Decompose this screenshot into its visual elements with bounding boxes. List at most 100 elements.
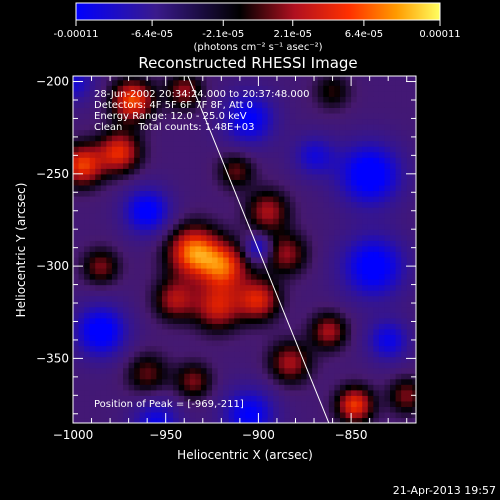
heatmap-cell bbox=[145, 179, 152, 186]
heatmap-cell bbox=[367, 229, 374, 236]
heatmap-cell bbox=[156, 76, 163, 81]
heatmap-cell bbox=[245, 345, 252, 352]
heatmap-cell bbox=[373, 90, 380, 97]
heatmap-cell bbox=[228, 212, 235, 219]
heatmap-cell bbox=[223, 201, 230, 208]
heatmap-cell bbox=[245, 173, 252, 180]
heatmap-cell bbox=[378, 251, 386, 258]
heatmap-cell bbox=[306, 367, 313, 374]
heatmap-cell bbox=[178, 240, 185, 247]
heatmap-cell bbox=[128, 345, 135, 352]
heatmap-cell bbox=[184, 79, 191, 86]
heatmap-cell bbox=[156, 184, 163, 192]
heatmap-cell bbox=[167, 317, 174, 324]
heatmap-cell bbox=[212, 295, 219, 302]
heatmap-cell bbox=[206, 195, 213, 203]
heatmap-cell bbox=[161, 273, 169, 280]
heatmap-cell bbox=[278, 195, 285, 203]
heatmap-cell bbox=[217, 284, 224, 291]
heatmap-cell bbox=[178, 378, 185, 385]
heatmap-cell bbox=[262, 251, 269, 258]
heatmap-cell bbox=[278, 173, 285, 180]
heatmap-cell bbox=[262, 184, 269, 192]
heatmap-cell bbox=[223, 406, 230, 413]
heatmap-cell bbox=[161, 184, 169, 192]
heatmap-cell bbox=[189, 218, 196, 225]
heatmap-cell bbox=[117, 328, 124, 336]
heatmap-cell bbox=[250, 162, 258, 169]
heatmap-cell bbox=[78, 135, 85, 142]
heatmap-cell bbox=[312, 378, 319, 385]
heatmap-cell bbox=[401, 245, 408, 252]
heatmap-cell bbox=[139, 273, 146, 280]
heatmap-cell bbox=[323, 140, 330, 147]
heatmap-cell bbox=[339, 334, 347, 341]
heatmap-cell bbox=[412, 157, 416, 164]
heatmap-cell bbox=[367, 223, 374, 230]
heatmap-cell bbox=[239, 334, 247, 341]
heatmap-cell bbox=[189, 406, 196, 413]
heatmap-cell bbox=[212, 96, 219, 103]
heatmap-cell bbox=[339, 373, 347, 380]
heatmap-cell bbox=[100, 151, 107, 158]
heatmap-cell bbox=[223, 356, 230, 363]
heatmap-cell bbox=[312, 406, 319, 413]
heatmap-cell bbox=[384, 317, 391, 324]
heatmap-cell bbox=[195, 184, 202, 192]
heatmap-cell bbox=[339, 151, 347, 158]
heatmap-cell bbox=[239, 212, 247, 219]
heatmap-cell bbox=[301, 328, 308, 336]
heatmap-cell bbox=[267, 317, 274, 324]
heatmap-cell bbox=[167, 400, 174, 407]
heatmap-cell bbox=[256, 306, 263, 313]
heatmap-cell bbox=[117, 168, 124, 175]
heatmap-cell bbox=[178, 135, 185, 142]
heatmap-cell bbox=[345, 301, 352, 308]
heatmap-cell bbox=[161, 328, 169, 336]
heatmap-cell bbox=[161, 290, 169, 297]
heatmap-cell bbox=[117, 101, 124, 108]
heatmap-cell bbox=[289, 395, 297, 402]
heatmap-cell bbox=[401, 367, 408, 374]
heatmap-cell bbox=[334, 79, 341, 86]
heatmap-cell bbox=[284, 312, 291, 319]
heatmap-cell bbox=[78, 207, 85, 214]
heatmap-cell bbox=[128, 184, 135, 192]
heatmap-cell bbox=[267, 151, 274, 158]
heatmap-cell bbox=[73, 151, 80, 158]
heatmap-cell bbox=[106, 240, 113, 247]
heatmap-cell bbox=[95, 317, 102, 324]
heatmap-cell bbox=[73, 123, 80, 131]
heatmap-cell bbox=[312, 362, 319, 369]
heatmap-cell bbox=[295, 195, 302, 203]
heatmap-cell bbox=[390, 245, 397, 252]
heatmap-cell bbox=[139, 129, 146, 136]
heatmap-cell bbox=[89, 417, 96, 423]
heatmap-cell bbox=[312, 251, 319, 258]
heatmap-cell bbox=[106, 207, 113, 214]
heatmap-cell bbox=[123, 306, 130, 313]
heatmap-cell bbox=[123, 229, 130, 236]
heatmap-cell bbox=[295, 240, 302, 247]
heatmap-cell bbox=[378, 96, 386, 103]
heatmap-cell bbox=[334, 179, 341, 186]
heatmap-cell bbox=[323, 251, 330, 258]
info-time-range: 28-Jun-2002 20:34:24.000 to 20:37:48.000 bbox=[94, 89, 310, 100]
heatmap-cell bbox=[84, 284, 91, 291]
heatmap-cell bbox=[234, 190, 241, 197]
heatmap-cell bbox=[295, 328, 302, 336]
heatmap-cell bbox=[189, 201, 196, 208]
heatmap-cell bbox=[89, 273, 96, 280]
heatmap-cell bbox=[195, 411, 202, 419]
heatmap-cell bbox=[223, 129, 230, 136]
heatmap-cell bbox=[123, 406, 130, 413]
heatmap-cell bbox=[195, 389, 202, 396]
heatmap-cell bbox=[78, 118, 85, 125]
heatmap-cell bbox=[390, 378, 397, 385]
heatmap-cell bbox=[95, 251, 102, 258]
heatmap-cell bbox=[323, 323, 330, 330]
heatmap-cell bbox=[412, 411, 416, 419]
heatmap-cell bbox=[134, 279, 141, 286]
heatmap-cell bbox=[184, 151, 191, 158]
heatmap-cell bbox=[390, 367, 397, 374]
